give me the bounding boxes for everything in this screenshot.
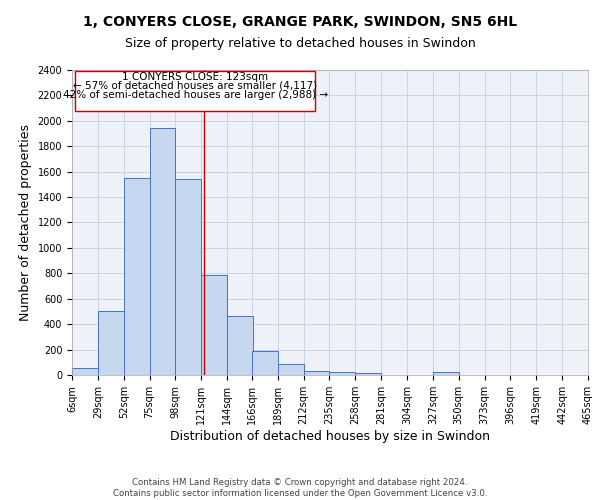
X-axis label: Distribution of detached houses by size in Swindon: Distribution of detached houses by size … [170, 430, 490, 442]
Bar [252, 351, 278, 375]
Bar [433, 372, 459, 375]
Bar [304, 370, 329, 375]
Bar [149, 128, 175, 375]
Bar [98, 312, 124, 375]
Text: ← 57% of detached houses are smaller (4,117): ← 57% of detached houses are smaller (4,… [73, 81, 317, 91]
Text: Contains HM Land Registry data © Crown copyright and database right 2024.
Contai: Contains HM Land Registry data © Crown c… [113, 478, 487, 498]
Bar [124, 178, 149, 375]
Bar [329, 372, 355, 375]
Text: 1, CONYERS CLOSE, GRANGE PARK, SWINDON, SN5 6HL: 1, CONYERS CLOSE, GRANGE PARK, SWINDON, … [83, 15, 517, 29]
Text: Size of property relative to detached houses in Swindon: Size of property relative to detached ho… [125, 38, 475, 51]
Bar [227, 316, 253, 375]
Bar [278, 364, 304, 375]
Bar [355, 373, 381, 375]
Y-axis label: Number of detached properties: Number of detached properties [19, 124, 32, 321]
Bar [201, 274, 227, 375]
Bar [175, 180, 201, 375]
FancyBboxPatch shape [76, 72, 315, 110]
Text: 42% of semi-detached houses are larger (2,988) →: 42% of semi-detached houses are larger (… [62, 90, 328, 100]
Text: 1 CONYERS CLOSE: 123sqm: 1 CONYERS CLOSE: 123sqm [122, 72, 268, 83]
Bar [72, 368, 98, 375]
